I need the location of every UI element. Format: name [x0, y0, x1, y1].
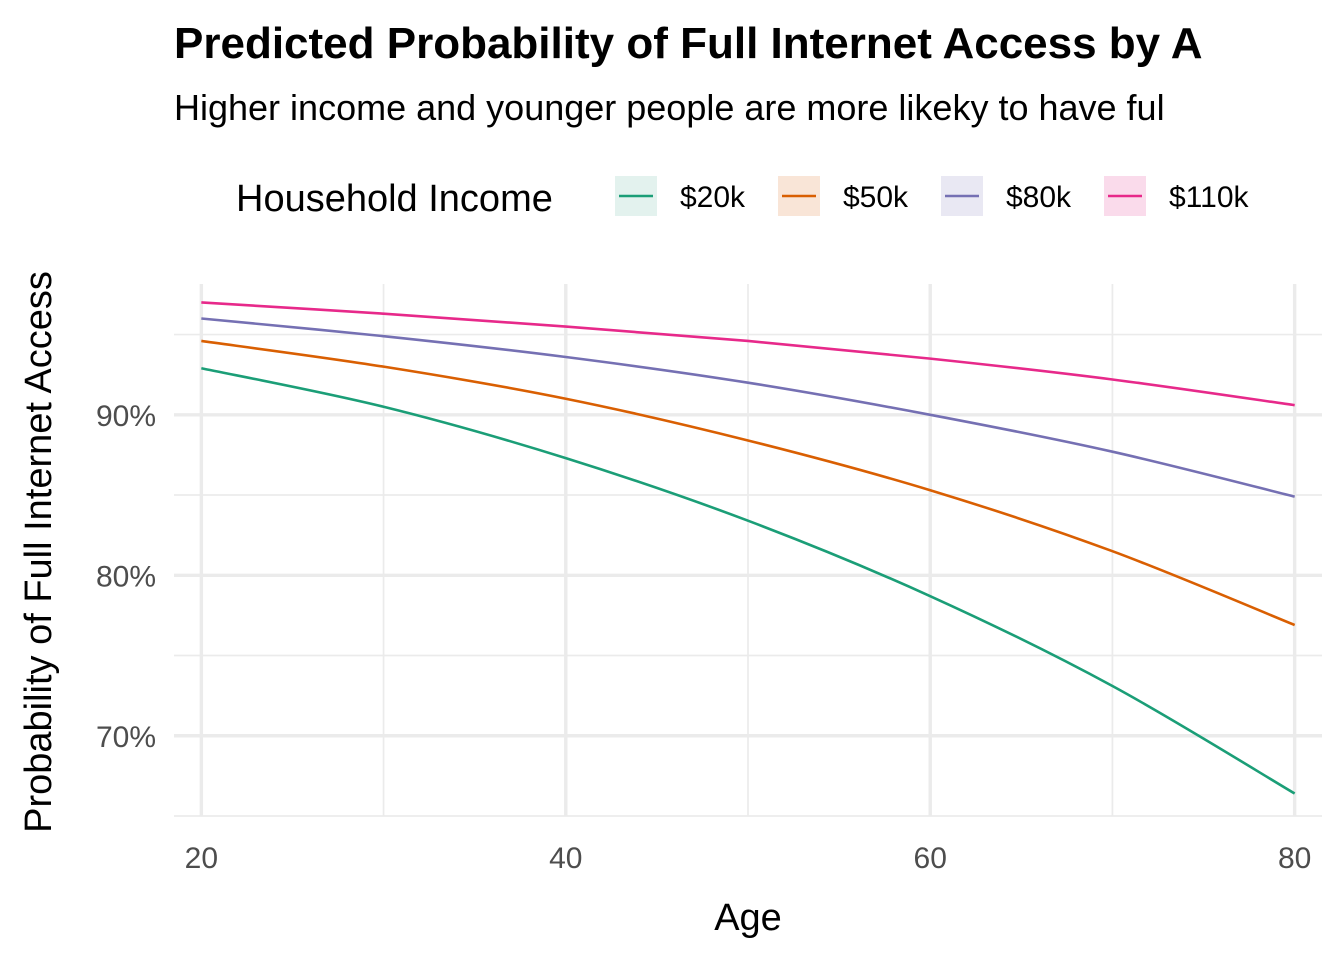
- grid-major: [174, 284, 1322, 816]
- y-axis-ticks: 70% 80% 90%: [96, 400, 156, 754]
- legend-item: $20k: [615, 176, 746, 216]
- legend-label: $80k: [1006, 181, 1072, 214]
- legend-label: $50k: [843, 181, 909, 214]
- chart-header: Predicted Probability of Full Internet A…: [174, 19, 1203, 128]
- series-lines: [201, 301, 1296, 795]
- x-tick-label: 20: [185, 842, 218, 875]
- x-tick-label: 80: [1278, 842, 1311, 875]
- series-line-0: [201, 366, 1296, 795]
- y-tick-label: 90%: [96, 400, 156, 433]
- x-axis-title: Age: [714, 897, 782, 939]
- y-axis-title: Probability of Full Internet Access: [18, 271, 60, 833]
- legend: Household Income $20k $50k $80k $110k: [236, 176, 1250, 220]
- x-tick-label: 40: [549, 842, 582, 875]
- x-tick-label: 60: [914, 842, 947, 875]
- y-tick-label: 80%: [96, 560, 156, 593]
- series-line-3: [201, 301, 1295, 407]
- chart-subtitle: Higher income and younger people are mor…: [174, 87, 1165, 128]
- legend-item: $50k: [778, 176, 909, 216]
- y-tick-label: 70%: [96, 721, 156, 754]
- legend-items: $20k $50k $80k $110k: [615, 176, 1250, 216]
- legend-label: $110k: [1169, 181, 1250, 214]
- legend-title: Household Income: [236, 178, 553, 220]
- legend-item: $110k: [1104, 176, 1250, 216]
- chart-title: Predicted Probability of Full Internet A…: [174, 19, 1203, 68]
- legend-item: $80k: [941, 176, 1072, 216]
- grid-minor: [174, 284, 1322, 817]
- series-line-2: [201, 317, 1295, 498]
- x-axis-ticks: 20 40 60 80: [185, 842, 1312, 875]
- series-line-1: [201, 339, 1296, 627]
- legend-label: $20k: [680, 181, 746, 214]
